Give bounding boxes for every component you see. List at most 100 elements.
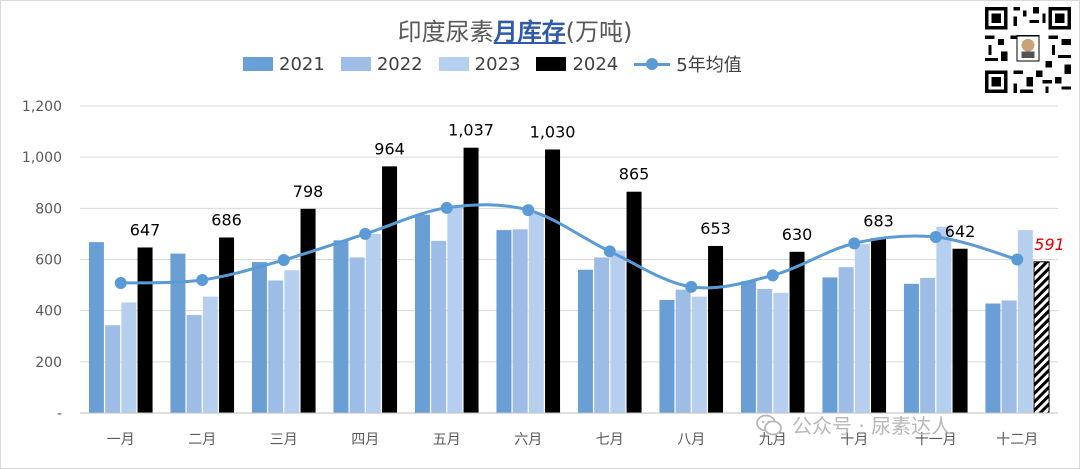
bar-2022-3 xyxy=(268,280,284,413)
chart-title: 印度尿素月库存(万吨) xyxy=(0,12,1030,47)
bar-2022-2 xyxy=(186,315,202,413)
legend-label-2022: 2022 xyxy=(376,53,423,75)
title-highlight: 月库存 xyxy=(493,18,566,46)
bar-2022-11 xyxy=(920,277,936,413)
data-label-2024: 642 xyxy=(945,222,976,241)
data-label-2024: 647 xyxy=(130,220,161,239)
legend-swatch-2023 xyxy=(438,57,469,71)
bar-2021-8 xyxy=(659,299,675,413)
data-label-2024: 653 xyxy=(700,219,731,238)
bar-2023-5 xyxy=(447,205,463,413)
y-tick-label: 200 xyxy=(35,355,62,371)
bar-2021-12 xyxy=(985,303,1001,413)
x-tick-label: 三月 xyxy=(270,432,298,448)
bar-2023-6 xyxy=(528,213,544,413)
qr-code-icon[interactable] xyxy=(982,4,1074,96)
avg-line xyxy=(120,203,1018,290)
y-tick-label: 1,000 xyxy=(22,150,62,166)
x-tick-label: 五月 xyxy=(433,432,461,448)
x-tick-label: 七月 xyxy=(596,432,624,448)
y-tick-label: 800 xyxy=(35,201,62,217)
bar-2024-12 xyxy=(1033,261,1050,414)
legend-label-2024: 2024 xyxy=(572,53,619,75)
y-tick-label: 400 xyxy=(35,304,62,320)
bar-2022-6 xyxy=(512,229,528,413)
bar-2021-7 xyxy=(577,269,593,413)
avg-point-1 xyxy=(114,277,127,290)
bar-2022-10 xyxy=(838,267,854,413)
bar-2022-7 xyxy=(594,257,610,413)
bar-2023-10 xyxy=(854,244,870,413)
y-tick-label: 600 xyxy=(35,253,62,269)
x-tick-label: 六月 xyxy=(514,432,542,448)
bar-2024-2 xyxy=(219,237,235,413)
bar-2024-5 xyxy=(463,147,479,413)
avg-point-2 xyxy=(196,273,209,286)
bar-2023-9 xyxy=(773,292,789,413)
bar-2024-6 xyxy=(545,149,561,413)
legend-item-avg: 5年均值 xyxy=(634,51,742,77)
bar-2021-11 xyxy=(903,283,919,413)
bar-2021-10 xyxy=(822,277,838,413)
legend-swatch-avg xyxy=(634,57,671,71)
legend-item-2024: 2024 xyxy=(536,54,618,75)
x-tick-label: 二月 xyxy=(188,432,216,448)
bar-2022-8 xyxy=(675,289,691,413)
legend-swatch-2024 xyxy=(536,57,567,71)
y-tick-label: - xyxy=(57,406,62,422)
bar-2024-1 xyxy=(137,247,153,413)
x-tick-label: 十二月 xyxy=(996,432,1038,448)
legend-item-2021: 2021 xyxy=(243,54,325,75)
x-tick-label: 八月 xyxy=(677,432,705,448)
bar-2023-3 xyxy=(284,270,300,413)
bar-2023-11 xyxy=(936,226,952,413)
bar-2024-8 xyxy=(708,245,724,413)
data-label-2024: 591 xyxy=(1034,235,1065,254)
avg-point-6 xyxy=(522,204,535,217)
data-label-2024: 1,030 xyxy=(530,122,576,141)
x-tick-label: 十一月 xyxy=(915,432,957,448)
wechat-icon xyxy=(756,414,782,435)
data-label-2024: 630 xyxy=(782,225,813,244)
data-label-2024: 1,037 xyxy=(448,121,494,140)
title-suffix: (万吨) xyxy=(565,18,633,46)
avg-point-12 xyxy=(1011,253,1024,266)
bar-2024-11 xyxy=(952,248,968,413)
watermark-text: 公众号 · 尿素达人 xyxy=(792,414,952,438)
chart-legend: 2021 2022 2023 2024 5年均值 xyxy=(243,52,758,76)
legend-label-2021: 2021 xyxy=(279,53,325,75)
data-label-2024: 686 xyxy=(211,210,242,229)
bar-2021-4 xyxy=(333,240,349,413)
bar-2021-1 xyxy=(88,242,104,413)
legend-label-avg: 5年均值 xyxy=(676,55,742,76)
bar-2023-12 xyxy=(1017,230,1033,413)
legend-item-2023: 2023 xyxy=(438,53,521,75)
bar-2022-5 xyxy=(431,240,447,413)
bar-2023-1 xyxy=(121,302,137,413)
avg-point-8 xyxy=(685,280,698,293)
bar-2021-6 xyxy=(496,230,512,413)
title-prefix: 印度尿素 xyxy=(397,18,494,46)
bar-2023-8 xyxy=(691,296,707,413)
bar-2024-4 xyxy=(382,166,398,413)
avg-point-9 xyxy=(766,269,779,282)
data-label-2024: 683 xyxy=(863,211,894,230)
avg-point-3 xyxy=(277,254,290,267)
bar-2022-12 xyxy=(1001,300,1017,413)
legend-label-2023: 2023 xyxy=(474,53,521,75)
bar-2024-7 xyxy=(626,191,642,413)
legend-swatch-2022 xyxy=(340,57,371,71)
x-tick-label: 十月 xyxy=(840,432,868,448)
bar-2023-7 xyxy=(610,250,626,413)
bar-2024-10 xyxy=(871,238,887,413)
bar-2023-2 xyxy=(202,296,218,413)
bar-2021-5 xyxy=(414,214,430,413)
watermark: 公众号 · 尿素达人 xyxy=(756,410,951,439)
bar-2024-3 xyxy=(300,208,316,413)
avg-point-10 xyxy=(848,237,861,250)
bar-2022-4 xyxy=(349,257,365,413)
avg-point-7 xyxy=(603,245,616,258)
avg-point-11 xyxy=(929,230,942,243)
y-tick-label: 1,200 xyxy=(22,99,62,115)
